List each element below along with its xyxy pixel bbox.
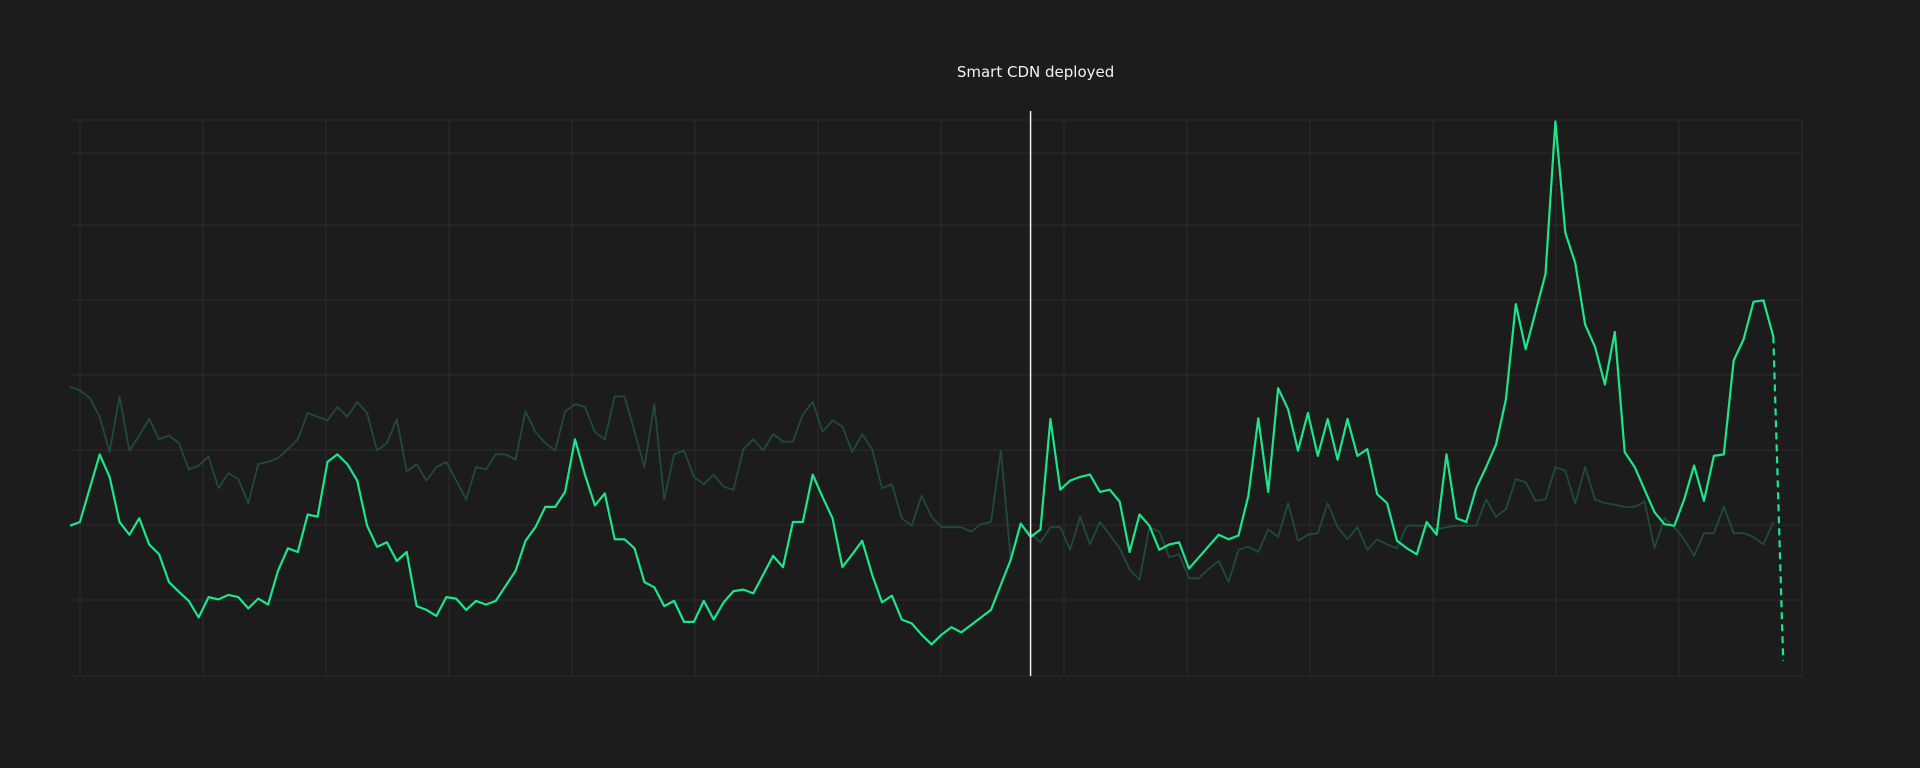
primary-series-line: [69, 120, 1775, 646]
series-layer: [69, 120, 1785, 662]
grid-layer: [70, 119, 1803, 677]
annotation-label: Smart CDN deployed: [957, 63, 1114, 81]
annotation-layer: Smart CDN deployed: [957, 63, 1114, 676]
secondary-series-line: [69, 385, 1775, 583]
primary-series-projection: [1772, 336, 1785, 662]
